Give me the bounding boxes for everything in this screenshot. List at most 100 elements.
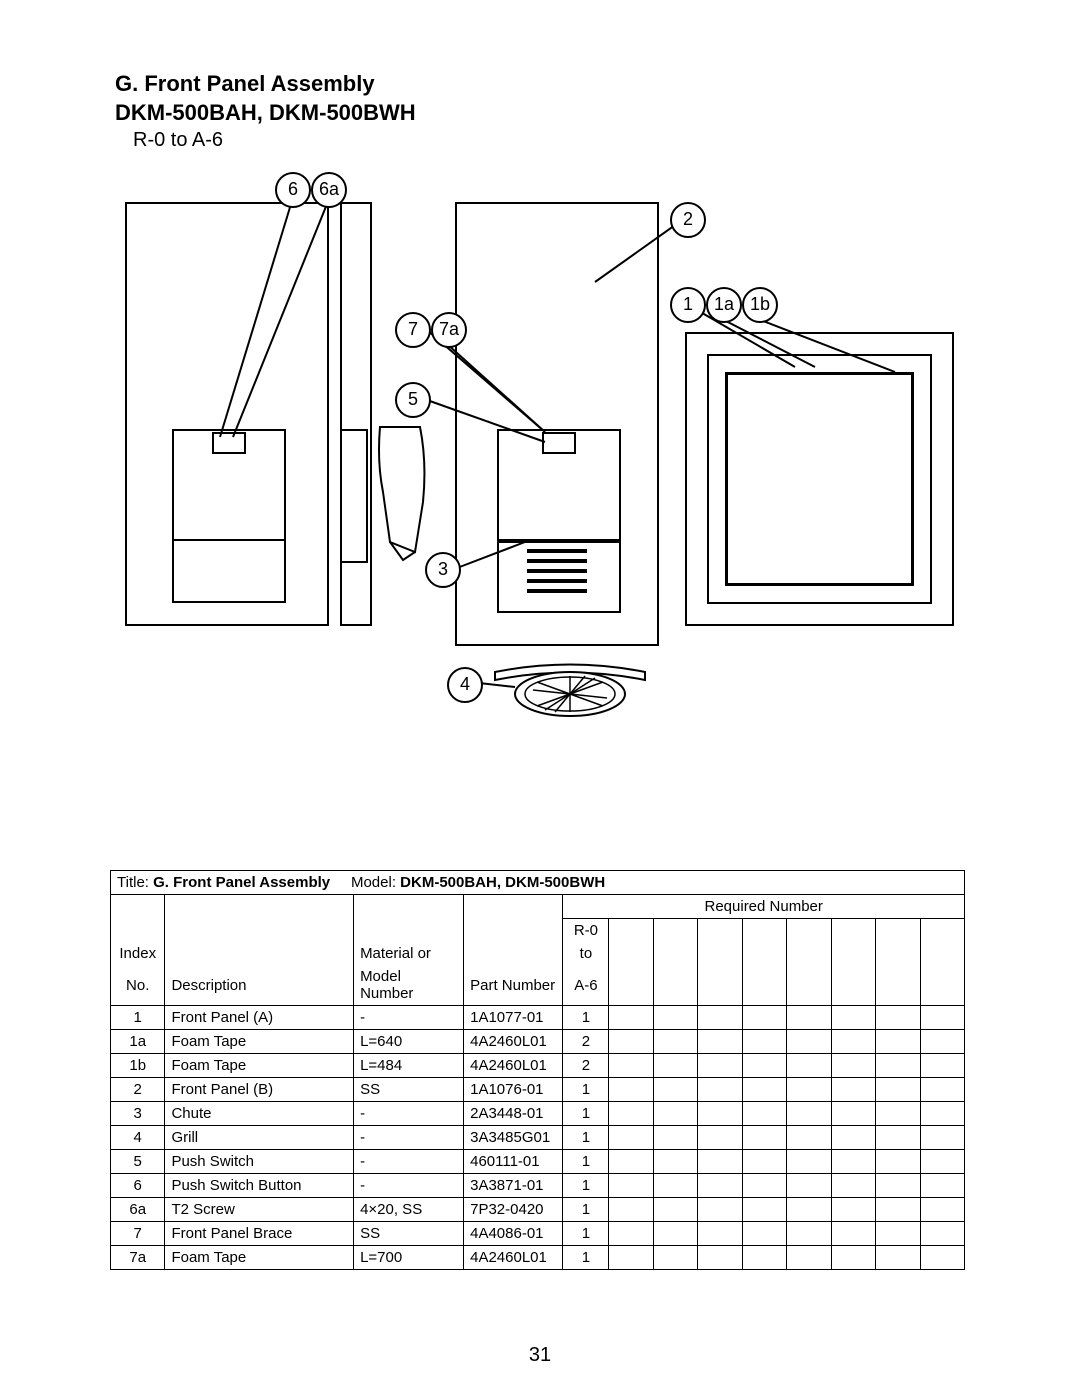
header-row-3: Index Material or to bbox=[111, 942, 965, 965]
cell-req: 1 bbox=[563, 1174, 609, 1198]
cell-part: 1A1077-01 bbox=[464, 1006, 563, 1030]
cell-idx: 7 bbox=[111, 1222, 165, 1246]
rev-col-to: to bbox=[563, 942, 609, 965]
required-header: Required Number bbox=[563, 895, 965, 919]
cell-idx: 1 bbox=[111, 1006, 165, 1030]
table-row: 5Push Switch-460111-011 bbox=[111, 1150, 965, 1174]
cell-desc: Foam Tape bbox=[165, 1030, 354, 1054]
table-row: 1bFoam TapeL=4844A2460L012 bbox=[111, 1054, 965, 1078]
callout-1: 1 bbox=[670, 287, 706, 323]
mat-header-1: Material or bbox=[354, 942, 464, 965]
idx-header-1: Index bbox=[111, 942, 165, 965]
cell-part: 4A4086-01 bbox=[464, 1222, 563, 1246]
table-row: 7Front Panel BraceSS4A4086-011 bbox=[111, 1222, 965, 1246]
cell-req: 2 bbox=[563, 1054, 609, 1078]
cell-req: 1 bbox=[563, 1150, 609, 1174]
cell-desc: Front Panel (A) bbox=[165, 1006, 354, 1030]
part-header: Part Number bbox=[464, 965, 563, 1006]
cell-idx: 2 bbox=[111, 1078, 165, 1102]
table-row: 1aFoam TapeL=6404A2460L012 bbox=[111, 1030, 965, 1054]
cell-idx: 3 bbox=[111, 1102, 165, 1126]
cell-idx: 4 bbox=[111, 1126, 165, 1150]
cell-mat: 4×20, SS bbox=[354, 1198, 464, 1222]
cell-desc: Push Switch Button bbox=[165, 1174, 354, 1198]
title-line-2: DKM-500BAH, DKM-500BWH bbox=[115, 100, 416, 125]
callout-2: 2 bbox=[670, 202, 706, 238]
mat-header-2: Model Number bbox=[354, 965, 464, 1006]
cell-req: 1 bbox=[563, 1078, 609, 1102]
callout-1b: 1b bbox=[742, 287, 778, 323]
cell-part: 2A3448-01 bbox=[464, 1102, 563, 1126]
cell-desc: Push Switch bbox=[165, 1150, 354, 1174]
cell-desc: Chute bbox=[165, 1102, 354, 1126]
table-row: 4Grill-3A3485G011 bbox=[111, 1126, 965, 1150]
cell-req: 1 bbox=[563, 1102, 609, 1126]
section-title: G. Front Panel Assembly DKM-500BAH, DKM-… bbox=[115, 70, 980, 127]
model-label: Model: bbox=[351, 874, 396, 891]
title-label: Title: bbox=[117, 874, 149, 891]
cell-idx: 6 bbox=[111, 1174, 165, 1198]
cell-mat: L=700 bbox=[354, 1246, 464, 1270]
table-row: 6aT2 Screw4×20, SS7P32-04201 bbox=[111, 1198, 965, 1222]
cell-mat: SS bbox=[354, 1222, 464, 1246]
exploded-diagram: 6 6a 2 1 1a 1b 7 7a 5 3 4 bbox=[125, 172, 975, 732]
cell-idx: 7a bbox=[111, 1246, 165, 1270]
cell-part: 4A2460L01 bbox=[464, 1246, 563, 1270]
cell-mat: - bbox=[354, 1006, 464, 1030]
rev-col-r0: R-0 bbox=[563, 919, 609, 943]
cell-part: 3A3485G01 bbox=[464, 1126, 563, 1150]
callout-7: 7 bbox=[395, 312, 431, 348]
callout-6a: 6a bbox=[311, 172, 347, 208]
table-title-row: Title: G. Front Panel Assembly Model: DK… bbox=[111, 871, 965, 895]
revision-text: R-0 to A-6 bbox=[133, 129, 980, 152]
header-row-1: Required Number bbox=[111, 895, 965, 919]
page-number: 31 bbox=[0, 1344, 1080, 1367]
title-line-1: G. Front Panel Assembly bbox=[115, 71, 375, 96]
callout-5: 5 bbox=[395, 382, 431, 418]
desc-header: Description bbox=[165, 965, 354, 1006]
header-row-2: R-0 bbox=[111, 919, 965, 943]
rev-col-a6: A-6 bbox=[563, 965, 609, 1006]
cell-mat: - bbox=[354, 1102, 464, 1126]
cell-desc: Front Panel Brace bbox=[165, 1222, 354, 1246]
cell-part: 1A1076-01 bbox=[464, 1078, 563, 1102]
cell-idx: 6a bbox=[111, 1198, 165, 1222]
cell-mat: - bbox=[354, 1126, 464, 1150]
header-row-4: No. Description Model Number Part Number… bbox=[111, 965, 965, 1006]
cell-part: 460111-01 bbox=[464, 1150, 563, 1174]
cell-req: 1 bbox=[563, 1126, 609, 1150]
cell-mat: L=484 bbox=[354, 1054, 464, 1078]
model-value: DKM-500BAH, DKM-500BWH bbox=[400, 874, 605, 891]
callout-7a: 7a bbox=[431, 312, 467, 348]
cell-req: 1 bbox=[563, 1246, 609, 1270]
cell-req: 1 bbox=[563, 1222, 609, 1246]
cell-req: 1 bbox=[563, 1198, 609, 1222]
cell-desc: T2 Screw bbox=[165, 1198, 354, 1222]
cell-mat: - bbox=[354, 1150, 464, 1174]
callout-3: 3 bbox=[425, 552, 461, 588]
table-row: 6Push Switch Button-3A3871-011 bbox=[111, 1174, 965, 1198]
cell-part: 4A2460L01 bbox=[464, 1030, 563, 1054]
cell-desc: Foam Tape bbox=[165, 1246, 354, 1270]
table-row: 1Front Panel (A)-1A1077-011 bbox=[111, 1006, 965, 1030]
cell-mat: L=640 bbox=[354, 1030, 464, 1054]
idx-header-2: No. bbox=[111, 965, 165, 1006]
callout-1a: 1a bbox=[706, 287, 742, 323]
leader-lines bbox=[125, 172, 975, 732]
cell-mat: SS bbox=[354, 1078, 464, 1102]
callout-6: 6 bbox=[275, 172, 311, 208]
table-row: 3Chute-2A3448-011 bbox=[111, 1102, 965, 1126]
cell-idx: 5 bbox=[111, 1150, 165, 1174]
title-value: G. Front Panel Assembly bbox=[153, 874, 330, 891]
callout-4: 4 bbox=[447, 667, 483, 703]
cell-part: 7P32-0420 bbox=[464, 1198, 563, 1222]
cell-desc: Foam Tape bbox=[165, 1054, 354, 1078]
cell-idx: 1b bbox=[111, 1054, 165, 1078]
cell-req: 1 bbox=[563, 1006, 609, 1030]
cell-mat: - bbox=[354, 1174, 464, 1198]
table-row: 2Front Panel (B)SS1A1076-011 bbox=[111, 1078, 965, 1102]
cell-part: 3A3871-01 bbox=[464, 1174, 563, 1198]
cell-desc: Grill bbox=[165, 1126, 354, 1150]
table-row: 7aFoam TapeL=7004A2460L011 bbox=[111, 1246, 965, 1270]
cell-idx: 1a bbox=[111, 1030, 165, 1054]
